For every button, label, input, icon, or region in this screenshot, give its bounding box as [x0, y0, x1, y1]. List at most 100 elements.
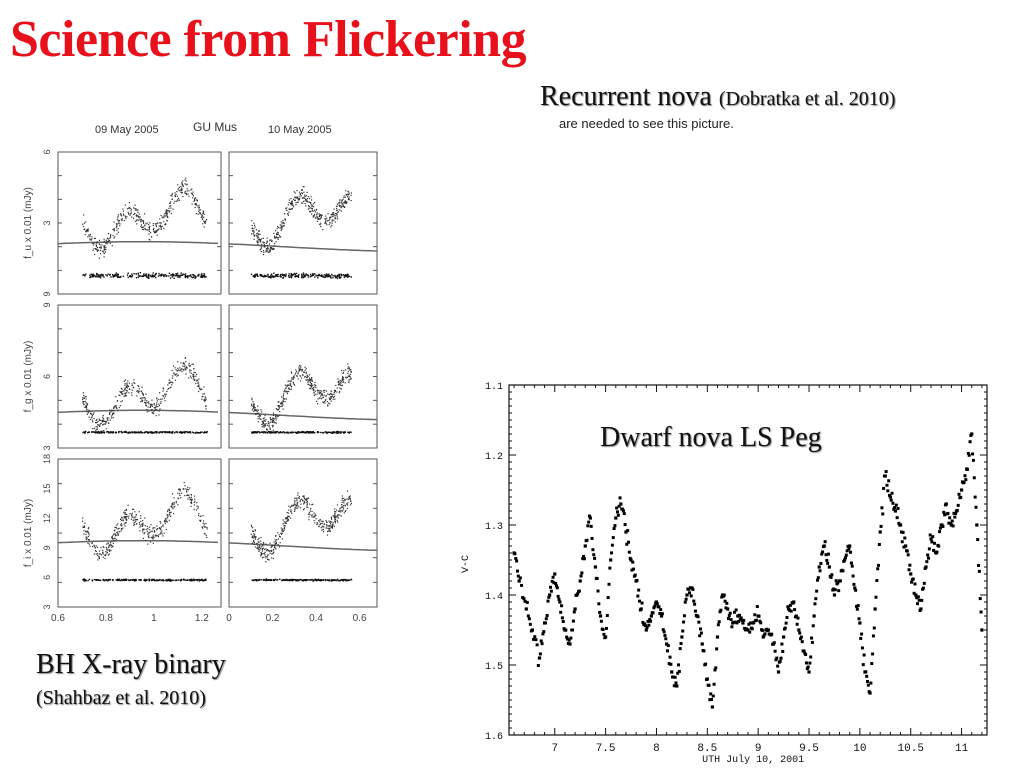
flux-point [154, 223, 156, 225]
flux-point [126, 208, 128, 210]
flux-point [116, 400, 119, 402]
data-point [637, 588, 641, 592]
flux-point [177, 498, 180, 500]
comparison-point [309, 275, 311, 278]
flux-point [342, 506, 344, 508]
flux-point [90, 417, 93, 419]
flux-point [253, 533, 255, 535]
flux-point [120, 525, 122, 527]
flux-point [144, 517, 146, 519]
flux-point [254, 407, 256, 409]
flux-point [131, 392, 133, 394]
flux-point [94, 253, 96, 256]
flux-point [177, 504, 179, 506]
comparison-point [342, 579, 344, 581]
data-point [665, 649, 669, 653]
flux-point [266, 250, 268, 252]
flux-point [104, 248, 106, 250]
flux-point [178, 493, 181, 495]
comparison-point [182, 273, 185, 276]
flux-point [117, 215, 119, 217]
flux-point [296, 502, 298, 504]
flux-point [338, 392, 340, 394]
comparison-point [127, 579, 129, 581]
flux-point [164, 213, 166, 215]
flux-point [190, 189, 192, 191]
flux-point [95, 545, 97, 547]
comparison-point [304, 276, 306, 278]
lightcurve-panel [57, 458, 222, 608]
flux-point [265, 561, 267, 563]
comparison-point [290, 431, 292, 433]
comparison-point [170, 431, 172, 433]
data-point [852, 582, 856, 586]
comparison-point [121, 579, 123, 581]
flux-point [205, 408, 207, 410]
flux-point [295, 371, 298, 373]
flux-point [253, 530, 255, 533]
flux-point [305, 372, 307, 374]
comparison-point [256, 275, 258, 277]
flux-point [305, 501, 307, 504]
flux-point [290, 386, 292, 388]
comparison-point [132, 579, 134, 581]
flux-point [250, 524, 252, 526]
comparison-point [280, 579, 283, 581]
flux-point [85, 395, 87, 398]
data-point [714, 666, 718, 670]
comparison-point [96, 272, 98, 275]
flux-point [341, 206, 343, 208]
flux-point [265, 548, 267, 550]
flux-point [325, 390, 328, 392]
flux-point [273, 544, 275, 546]
comparison-point [138, 432, 141, 434]
flux-point [96, 426, 98, 428]
flux-point [304, 202, 306, 205]
comparison-point [189, 432, 192, 434]
flux-point [164, 395, 167, 397]
data-point [725, 601, 729, 605]
flux-point [168, 387, 170, 389]
data-point [560, 616, 564, 620]
flux-point [313, 206, 315, 208]
flux-point [117, 523, 119, 525]
comparison-point [262, 432, 265, 434]
x-tick-label: 0.6 [51, 613, 65, 624]
flux-point [185, 192, 187, 195]
comparison-point [118, 276, 120, 278]
flux-point [87, 542, 89, 544]
data-point [677, 669, 681, 673]
flux-point [112, 534, 114, 536]
comparison-point [127, 276, 129, 279]
flux-point [199, 515, 201, 517]
flux-point [291, 202, 293, 204]
comparison-point [160, 431, 162, 433]
flux-point [282, 404, 284, 406]
flux-point [336, 203, 338, 205]
flux-point [112, 545, 114, 547]
flux-point [86, 231, 88, 233]
flux-point [145, 528, 147, 530]
comparison-point [145, 579, 148, 581]
flux-point [182, 185, 184, 187]
flux-point [316, 393, 318, 395]
flux-point [285, 522, 287, 525]
comparison-point [165, 275, 167, 277]
flux-point [139, 526, 141, 528]
comparison-point [139, 579, 141, 581]
flux-point [258, 537, 260, 539]
comparison-point [91, 276, 93, 278]
flux-point [251, 224, 253, 227]
comparison-point [99, 431, 102, 434]
flux-point [330, 396, 332, 398]
comparison-point [131, 579, 133, 581]
flux-point [144, 213, 146, 215]
comparison-point [108, 579, 111, 581]
flux-point [336, 209, 338, 212]
flux-point [316, 220, 319, 222]
flux-point [111, 546, 113, 548]
flux-point [332, 525, 334, 527]
comparison-point [201, 275, 203, 278]
comparison-point [143, 431, 145, 434]
